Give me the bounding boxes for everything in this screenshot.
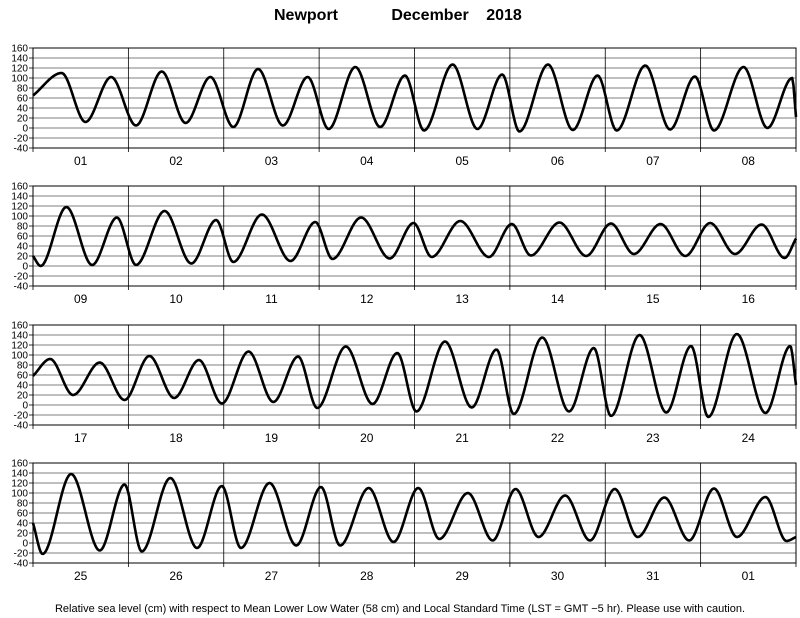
y-tick-label: 0 [22, 262, 28, 273]
day-label: 29 [456, 569, 470, 583]
y-tick-label: 80 [17, 84, 29, 95]
y-tick-label: 40 [17, 242, 29, 253]
y-tick-label: -40 [14, 282, 29, 293]
y-tick-label: 100 [11, 489, 28, 500]
day-label: 11 [265, 292, 278, 306]
y-tick-label: 40 [17, 519, 29, 530]
chart-title-station: Newport [274, 7, 339, 24]
y-tick-label: 100 [11, 212, 28, 223]
tide-series-line [32, 63, 798, 133]
y-tick-label: -20 [14, 549, 29, 560]
day-label: 14 [551, 292, 565, 306]
y-tick-label: 120 [11, 202, 28, 213]
day-label: 19 [265, 431, 279, 445]
y-tick-label: 120 [11, 341, 28, 352]
y-tick-label: 120 [11, 64, 28, 75]
tide-series-line [32, 332, 798, 419]
panel-frame [32, 462, 797, 564]
y-tick-label: 160 [11, 459, 28, 470]
day-label: 09 [74, 292, 88, 306]
y-tick-label: 80 [17, 222, 29, 233]
day-label: 20 [360, 431, 374, 445]
day-label: 13 [456, 292, 470, 306]
day-label: 04 [360, 154, 374, 168]
day-label: 03 [265, 154, 279, 168]
y-tick-label: 60 [17, 371, 29, 382]
y-tick-label: 0 [22, 124, 28, 135]
chart-title-year: 2018 [486, 7, 522, 24]
day-label: 25 [74, 569, 88, 583]
day-label: 18 [169, 431, 183, 445]
y-tick-label: 100 [11, 74, 28, 85]
panel-frame [32, 185, 797, 287]
y-tick-label: 20 [17, 391, 29, 402]
day-label: 01 [742, 569, 756, 583]
day-label: 01 [74, 154, 88, 168]
y-tick-label: 140 [11, 469, 28, 480]
day-label: 27 [265, 569, 279, 583]
footer-note: Relative sea level (cm) with respect to … [55, 603, 745, 615]
y-tick-label: 140 [11, 331, 28, 342]
y-tick-label: 20 [17, 114, 29, 125]
y-tick-label: 20 [17, 252, 29, 263]
y-tick-label: 80 [17, 499, 29, 510]
y-tick-label: 60 [17, 232, 29, 243]
y-tick-label: -40 [14, 559, 29, 570]
day-label: 05 [456, 154, 470, 168]
day-label: 07 [646, 154, 660, 168]
day-label: 06 [551, 154, 565, 168]
y-tick-label: 40 [17, 381, 29, 392]
day-label: 17 [74, 431, 88, 445]
y-tick-label: 100 [11, 351, 28, 362]
day-label: 12 [360, 292, 374, 306]
y-tick-label: 60 [17, 509, 29, 520]
y-tick-label: -20 [14, 134, 29, 145]
y-tick-label: 140 [11, 54, 28, 65]
day-label: 16 [742, 292, 756, 306]
day-label: 10 [169, 292, 183, 306]
day-label: 22 [551, 431, 565, 445]
y-tick-label: 160 [11, 182, 28, 193]
panel-frame [32, 47, 797, 149]
day-label: 26 [169, 569, 183, 583]
y-tick-label: 160 [11, 44, 28, 55]
y-tick-label: 120 [11, 479, 28, 490]
day-label: 23 [646, 431, 660, 445]
day-label: 21 [456, 431, 470, 445]
day-label: 15 [646, 292, 660, 306]
y-tick-label: -20 [14, 272, 29, 283]
day-label: 08 [742, 154, 756, 168]
day-label: 02 [169, 154, 183, 168]
tide-series-line [31, 472, 797, 556]
day-label: 28 [360, 569, 374, 583]
y-tick-label: 160 [11, 321, 28, 332]
y-tick-label: 60 [17, 94, 29, 105]
y-tick-label: -40 [14, 144, 29, 155]
y-tick-label: 20 [17, 529, 29, 540]
y-tick-label: -20 [14, 411, 29, 422]
chart-title-month: December [391, 7, 468, 24]
y-tick-label: -40 [14, 421, 29, 432]
y-tick-label: 0 [22, 401, 28, 412]
y-tick-label: 0 [22, 539, 28, 550]
y-tick-label: 140 [11, 192, 28, 203]
tide-series-line [31, 205, 798, 268]
day-label: 30 [551, 569, 565, 583]
day-label: 24 [742, 431, 756, 445]
day-label: 31 [646, 569, 660, 583]
y-tick-label: 40 [17, 104, 29, 115]
y-tick-label: 80 [17, 361, 29, 372]
